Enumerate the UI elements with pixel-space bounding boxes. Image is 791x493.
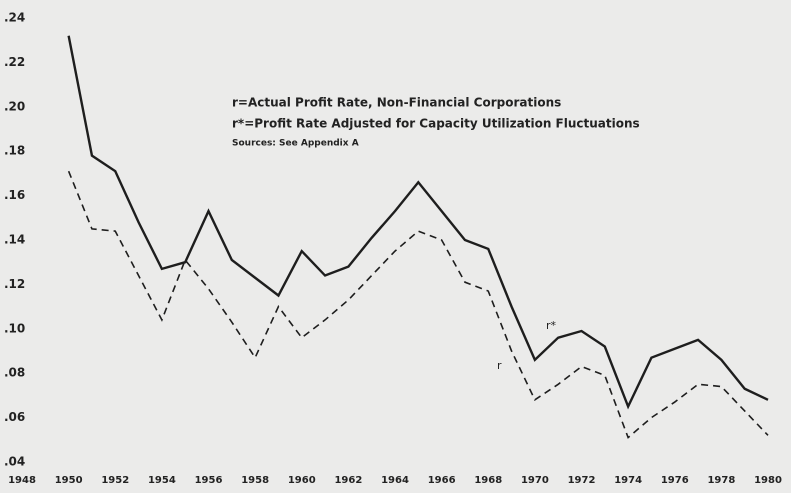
x-tick-label: 1970 <box>521 475 549 486</box>
series-line <box>67 35 769 410</box>
x-tick-label: 1972 <box>568 475 596 486</box>
y-tick-label: .24 <box>4 11 25 25</box>
y-tick-label: .04 <box>4 455 25 469</box>
x-tick-label: 1974 <box>614 475 642 486</box>
x-tick-label: 1978 <box>707 475 735 486</box>
x-tick-label: 1960 <box>288 475 316 486</box>
series-label: r <box>497 359 502 372</box>
x-tick-label: 1976 <box>661 475 689 486</box>
annotation: Sources: See Appendix A <box>232 139 359 149</box>
y-tick-label: .16 <box>4 188 25 202</box>
y-tick-label: .08 <box>4 366 25 380</box>
y-tick-label: .14 <box>4 233 25 247</box>
series-line <box>67 170 769 439</box>
y-tick-label: .12 <box>4 277 25 291</box>
x-tick-label: 1954 <box>148 475 176 486</box>
x-tick-label: 1962 <box>334 475 362 486</box>
series-label: r* <box>546 319 557 332</box>
x-tick-label: 1948 <box>8 475 36 486</box>
annotation: r*=Profit Rate Adjusted for Capacity Uti… <box>232 117 640 131</box>
y-tick-label: .06 <box>4 410 25 424</box>
y-tick-label: .18 <box>4 144 25 158</box>
y-tick-label: .20 <box>4 99 25 113</box>
x-tick-label: 1950 <box>55 475 83 486</box>
x-tick-label: 1968 <box>474 475 502 486</box>
x-tick-label: 1958 <box>241 475 269 486</box>
y-tick-label: .10 <box>4 321 25 335</box>
x-tick-label: 1980 <box>754 475 782 486</box>
y-tick-label: .22 <box>4 55 25 69</box>
x-tick-label: 1964 <box>381 475 409 486</box>
x-tick-label: 1956 <box>195 475 223 486</box>
x-tick-label: 1966 <box>428 475 456 486</box>
x-tick-label: 1952 <box>101 475 129 486</box>
annotation: r=Actual Profit Rate, Non-Financial Corp… <box>232 96 561 110</box>
